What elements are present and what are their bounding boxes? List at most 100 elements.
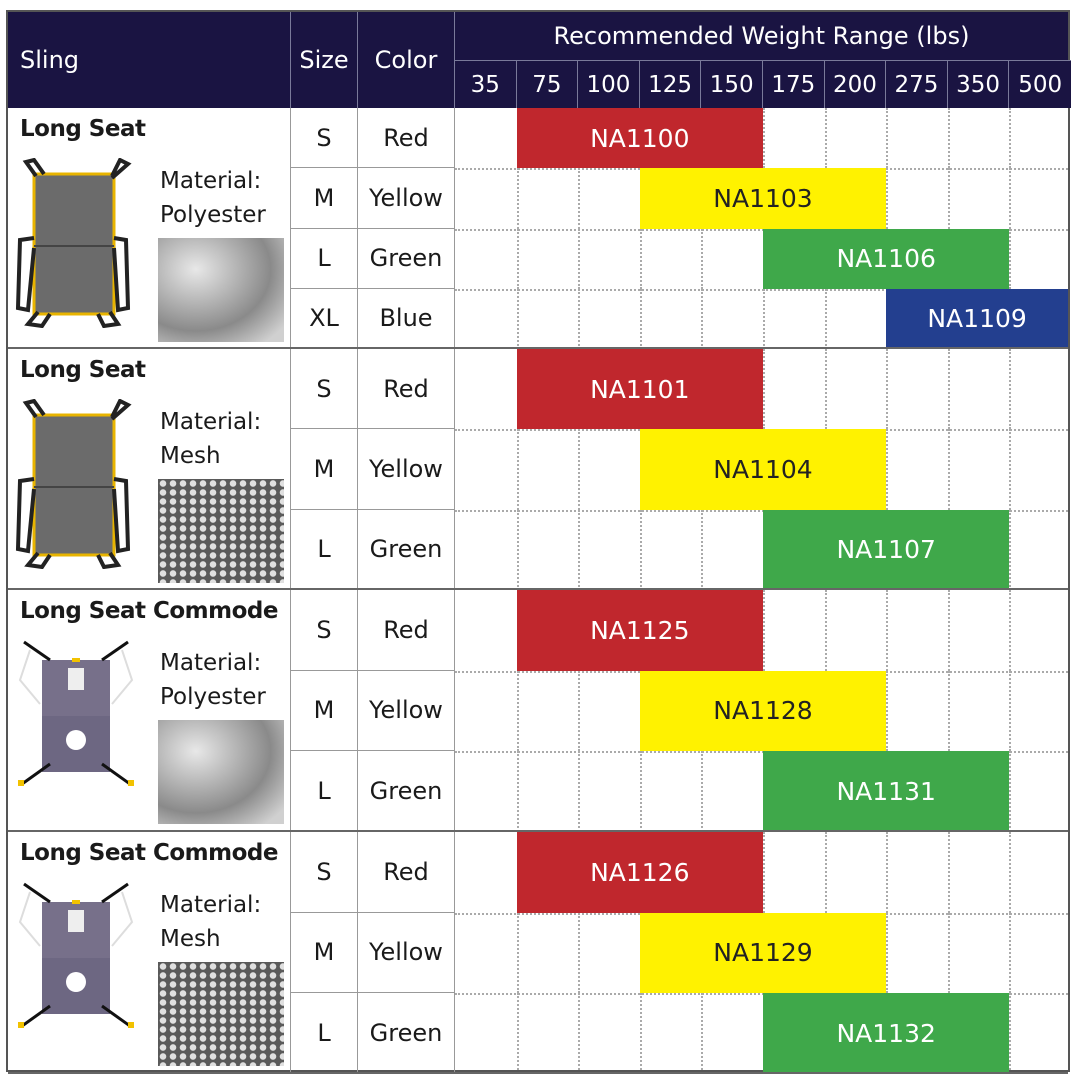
- material-label-text: Material:: [160, 892, 262, 918]
- column-divider: [639, 993, 642, 1074]
- column-divider: [701, 509, 704, 590]
- size-cell: M: [291, 429, 358, 510]
- color-cell: Yellow: [358, 670, 455, 752]
- color-cell: Yellow: [358, 912, 455, 994]
- column-divider: [578, 429, 581, 510]
- column-divider: [886, 832, 889, 913]
- column-divider: [578, 168, 581, 229]
- sling-name: Long Seat Commode: [20, 840, 278, 866]
- color-cell: Red: [358, 108, 455, 169]
- weight-range-bar-NA1132: NA1132: [763, 993, 1010, 1074]
- column-divider: [639, 509, 642, 590]
- weight-column-header: 75: [516, 60, 579, 108]
- column-divider: [1009, 168, 1012, 229]
- sling-name: Long Seat: [20, 116, 146, 142]
- column-divider: [701, 993, 704, 1074]
- column-divider: [1009, 108, 1012, 169]
- column-divider: [516, 429, 519, 510]
- material-swatch-image: [158, 720, 284, 824]
- column-divider: [578, 670, 581, 752]
- column-divider: [1009, 228, 1012, 289]
- column-divider: [516, 670, 519, 752]
- weight-range-bar-NA1107: NA1107: [763, 509, 1010, 590]
- sling-name: Long Seat Commode: [20, 598, 278, 624]
- color-cell: Green: [358, 993, 455, 1074]
- weight-column-header: 100: [578, 60, 640, 108]
- column-divider: [824, 590, 827, 671]
- column-divider: [1009, 590, 1012, 671]
- material-swatch-image: [158, 479, 284, 583]
- weight-column-header: 275: [886, 60, 948, 108]
- column-divider: [639, 228, 642, 289]
- color-cell: Green: [358, 228, 455, 289]
- sling-cell: Long Seat Material: Mesh: [8, 349, 291, 590]
- row-divider: [455, 993, 1068, 996]
- column-divider: [886, 912, 889, 994]
- sling-size-table: Sling Size Color Recommended Weight Range (…: [6, 10, 1071, 1074]
- material-label: Material: Polyester: [160, 164, 266, 232]
- weight-column-header: 175: [763, 60, 825, 108]
- column-divider: [947, 349, 950, 430]
- color-cell: Red: [358, 832, 455, 913]
- row-divider: [455, 228, 1068, 231]
- weight-range-bar-NA1126: NA1126: [516, 832, 763, 913]
- color-cell: Yellow: [358, 168, 455, 229]
- column-divider: [516, 168, 519, 229]
- column-divider: [578, 509, 581, 590]
- row-divider: [455, 509, 1068, 512]
- column-divider: [516, 228, 519, 289]
- column-divider: [1009, 429, 1012, 510]
- weight-range-bar-NA1104: NA1104: [639, 429, 887, 510]
- column-divider: [1009, 349, 1012, 430]
- size-cell: L: [291, 509, 358, 590]
- column-divider: [824, 349, 827, 430]
- size-cell: M: [291, 168, 358, 229]
- group-divider: [8, 1072, 1068, 1074]
- material-value: Polyester: [160, 202, 266, 228]
- weight-column-header: 150: [701, 60, 763, 108]
- sling-cell: Long Seat Material: Polyester: [8, 108, 291, 349]
- material-value: Mesh: [160, 926, 221, 952]
- column-divider: [578, 912, 581, 994]
- column-divider: [886, 349, 889, 430]
- column-divider: [1009, 912, 1012, 994]
- column-divider: [824, 832, 827, 913]
- material-label-text: Material:: [160, 168, 262, 194]
- column-divider: [701, 228, 704, 289]
- column-divider: [886, 108, 889, 169]
- header-weight-range: Recommended Weight Range (lbs): [455, 12, 1068, 60]
- weight-range-bar-NA1106: NA1106: [763, 228, 1010, 289]
- column-divider: [516, 751, 519, 832]
- column-divider: [947, 670, 950, 752]
- column-divider: [1009, 751, 1012, 832]
- column-divider: [639, 751, 642, 832]
- header-sling: Sling: [8, 12, 291, 108]
- column-divider: [824, 288, 827, 349]
- weight-range-bar-NA1125: NA1125: [516, 590, 763, 671]
- weight-range-bar-NA1109: NA1109: [886, 288, 1068, 349]
- column-divider: [763, 288, 765, 349]
- column-divider: [578, 751, 581, 832]
- size-cell: L: [291, 993, 358, 1074]
- group-divider: [8, 347, 1068, 349]
- column-divider: [763, 108, 765, 169]
- weight-range-bar-NA1129: NA1129: [639, 912, 887, 994]
- material-label-text: Material:: [160, 409, 262, 435]
- color-cell: Red: [358, 590, 455, 671]
- weight-range-bar-NA1103: NA1103: [639, 168, 887, 229]
- material-swatch-image: [158, 238, 284, 342]
- column-divider: [516, 912, 519, 994]
- weight-column-header: 125: [639, 60, 702, 108]
- weight-column-header: 200: [824, 60, 887, 108]
- size-cell: S: [291, 590, 358, 671]
- weight-column-header: 500: [1009, 60, 1071, 108]
- material-label: Material: Mesh: [160, 888, 261, 956]
- column-divider: [516, 993, 519, 1074]
- column-divider: [886, 168, 889, 229]
- size-cell: S: [291, 349, 358, 430]
- material-value: Polyester: [160, 684, 266, 710]
- size-cell: S: [291, 108, 358, 169]
- column-divider: [947, 168, 950, 229]
- column-divider: [516, 288, 519, 349]
- column-divider: [947, 832, 950, 913]
